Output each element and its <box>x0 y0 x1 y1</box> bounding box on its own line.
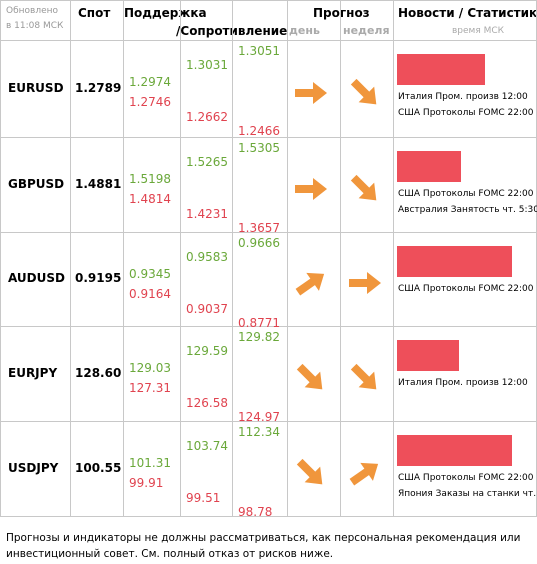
resistance-level: 1.5198 <box>129 172 171 186</box>
news-bar <box>397 54 485 85</box>
forecast-arrow <box>350 174 377 200</box>
resistance-level: 0.9666 <box>238 236 280 250</box>
resistance-level: 1.2974 <box>129 75 171 89</box>
forecast-arrow <box>295 81 327 104</box>
news-item: Италия Пром. произв 12:00 <box>398 378 528 388</box>
resistance-level: 129.03 <box>129 361 171 375</box>
forecast-arrow <box>350 78 377 104</box>
spot: 1.2789 <box>75 80 122 95</box>
resistance-level: 1.3031 <box>186 58 228 72</box>
pair: GBPUSD <box>8 176 65 191</box>
forecast-arrow <box>350 363 377 389</box>
support-level: 1.2466 <box>238 124 280 138</box>
forecast-arrow <box>296 363 323 389</box>
resistance-level: 129.59 <box>186 344 228 358</box>
day-header: день <box>289 24 320 37</box>
support-header: Поддержка <box>124 6 207 20</box>
pair: USDJPY <box>8 460 59 475</box>
support-level: 98.78 <box>238 505 273 519</box>
news-item: США Протоколы FOMC 22:00 <box>398 284 534 294</box>
grid-line <box>123 0 124 516</box>
spot: 1.4881 <box>75 176 122 191</box>
support-level: 1.4231 <box>186 207 228 221</box>
grid-line <box>0 0 537 1</box>
support-level: 124.97 <box>238 410 280 424</box>
support-level: 127.31 <box>129 381 171 395</box>
news-item: Австралия Занятость чт. 5:30 <box>398 205 537 215</box>
news-item: США Протоколы FOMC 22:00 <box>398 108 534 118</box>
support-level: 1.2662 <box>186 110 228 124</box>
news-item: США Протоколы FOMC 22:00 <box>398 189 534 199</box>
grid-line <box>0 326 537 327</box>
news-item: Италия Пром. произв 12:00 <box>398 92 528 102</box>
time-note: время МСК <box>452 26 505 36</box>
grid-line <box>0 40 537 41</box>
pair: EURJPY <box>8 365 58 380</box>
spot: 0.9195 <box>75 271 122 285</box>
news-bar <box>397 151 461 182</box>
updated: в 11:08 МСК <box>6 21 64 31</box>
resistance-level: 129.82 <box>238 330 280 344</box>
pair: EURUSD <box>8 80 64 95</box>
news-item: США Протоколы FOMC 22:00 <box>398 473 534 483</box>
resistance-level: 101.31 <box>129 456 171 470</box>
updated: Обновлено <box>6 6 59 16</box>
disclaimer: Прогнозы и индикаторы не должны рассматр… <box>6 532 521 560</box>
forecast-arrow <box>349 272 381 294</box>
grid-line <box>70 0 71 516</box>
grid-line <box>393 0 394 516</box>
news-bar <box>397 435 512 466</box>
grid-line <box>180 0 181 516</box>
resistance-level: 0.9345 <box>129 267 171 281</box>
news-bar <box>397 246 512 277</box>
news-header: Новости / Статистика <box>398 6 537 20</box>
support-level: 0.9164 <box>129 287 171 301</box>
support-level: 126.58 <box>186 396 228 410</box>
spot-header: Спот <box>78 6 111 20</box>
pair: AUDUSD <box>8 271 65 285</box>
resistance-level: 0.9583 <box>186 250 228 264</box>
resistance-header: /Сопротивление <box>176 24 287 38</box>
grid-line <box>0 0 1 516</box>
forecast-header: Прогноз <box>313 6 370 20</box>
forecast-arrow <box>295 272 325 296</box>
forecast-arrow <box>349 462 379 485</box>
news-item: Япония Заказы на станки чт. <box>398 489 537 499</box>
grid-line <box>0 421 537 422</box>
resistance-level: 1.5265 <box>186 155 228 169</box>
support-level: 0.8771 <box>238 316 280 330</box>
forecast-arrow <box>296 458 323 484</box>
grid-line <box>0 232 537 233</box>
grid-line <box>232 0 233 516</box>
support-level: 1.3657 <box>238 221 280 235</box>
resistance-level: 1.3051 <box>238 44 280 58</box>
grid-line <box>0 516 537 517</box>
grid-line <box>340 0 341 516</box>
support-level: 99.51 <box>186 491 221 505</box>
spot: 100.55 <box>75 460 122 475</box>
grid-line <box>287 0 288 516</box>
grid-line <box>0 137 537 138</box>
support-level: 1.2746 <box>129 95 171 109</box>
support-level: 99.91 <box>129 476 164 490</box>
resistance-level: 112.34 <box>238 425 280 439</box>
week-header: неделя <box>343 24 390 37</box>
resistance-level: 103.74 <box>186 439 228 453</box>
support-level: 0.9037 <box>186 302 228 316</box>
resistance-level: 1.5305 <box>238 141 280 155</box>
forecast-arrow <box>295 177 327 200</box>
spot: 128.60 <box>75 365 122 380</box>
news-bar <box>397 340 459 371</box>
support-level: 1.4814 <box>129 192 171 206</box>
